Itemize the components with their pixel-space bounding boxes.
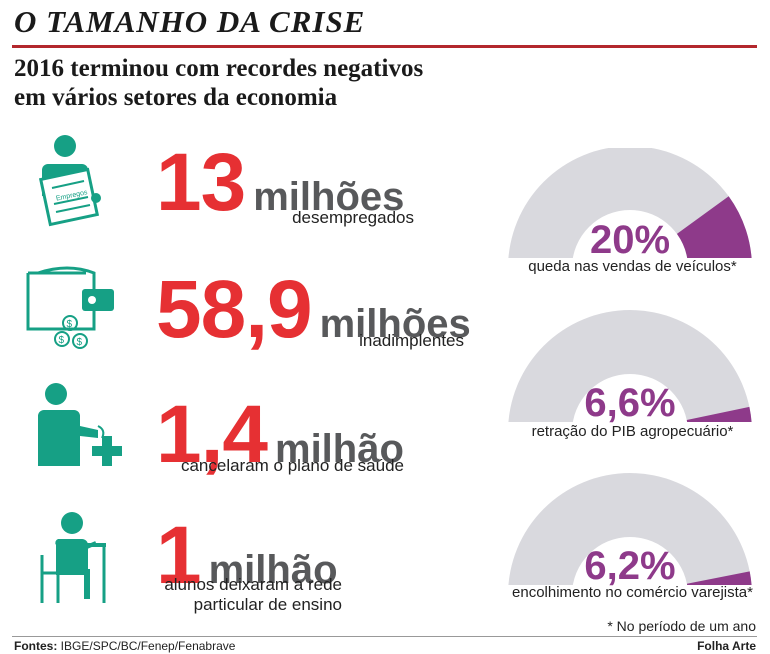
stat-description: inadimplentes: [359, 331, 464, 350]
title-divider: [12, 45, 757, 48]
stat-description-line-1: alunos deixaram a rede: [164, 575, 342, 594]
student-desk-icon: [18, 505, 128, 615]
subtitle: 2016 terminou com recordes negativos em …: [14, 54, 423, 112]
stat-unit: milhões: [319, 302, 471, 346]
gauge-fill: [676, 196, 752, 258]
sources: Fontes: IBGE/SPC/BC/Fenep/Fenabrave: [14, 639, 235, 653]
stat-description-line-2: particular de ensino: [193, 595, 342, 614]
job-search-person-icon: Empregos: [18, 128, 128, 238]
stat-value: 1,4 milhão: [156, 394, 404, 476]
gauge-agro-gdp: 6,6% retração do PIB agropecuário*: [500, 297, 770, 447]
stat-number: 1,4: [156, 389, 268, 480]
gauge-caption: queda nas vendas de veículos*: [528, 258, 737, 275]
stat-unit: milhões: [253, 175, 405, 219]
stat-row-defaulters: $ $ $ 58,9 milhões inadimplentes: [0, 255, 500, 375]
wallet-coins-icon: $ $ $: [18, 255, 128, 365]
gauge-caption: retração do PIB agropecuário*: [531, 423, 734, 440]
sources-label: Fontes:: [14, 639, 58, 653]
gauge-caption: encolhimento no comércio varejista*: [512, 584, 753, 601]
svg-text:$: $: [67, 319, 73, 330]
stat-value: 13 milhões: [156, 142, 404, 224]
stat-value: 1 milhão: [156, 515, 338, 597]
stat-description: alunos deixaram a rede particular de ens…: [164, 575, 342, 615]
gauge-chart: [508, 148, 752, 258]
stat-unit: milhão: [275, 427, 404, 471]
stat-row-health-plan: 1,4 milhão cancelaram o plano de saúde: [0, 380, 500, 500]
stat-number: 13: [156, 137, 246, 228]
svg-text:$: $: [77, 337, 83, 348]
stat-number: 1: [156, 510, 202, 601]
gauge-chart: [508, 310, 752, 422]
person-health-cross-icon: [18, 380, 128, 490]
gauge-track: [508, 473, 752, 585]
gauge-value: 6,2%: [584, 544, 676, 588]
gauge-value: 6,6%: [584, 381, 676, 425]
gauge-retail: 6,2% encolhimento no comércio varejista*: [500, 460, 770, 610]
stat-row-unemployed: Empregos 13 milhões desempregados: [0, 128, 500, 248]
credit: Folha Arte: [697, 639, 756, 653]
gauge-value: 20%: [589, 218, 671, 262]
sources-list: IBGE/SPC/BC/Fenep/Fenabrave: [57, 639, 236, 653]
gauge-track: [508, 310, 752, 422]
stat-value: 58,9 milhões: [156, 269, 471, 351]
stat-number: 58,9: [156, 264, 313, 355]
stat-row-private-school: 1 milhão alunos deixaram a rede particula…: [0, 505, 500, 625]
gauge-fill: [686, 406, 752, 422]
subtitle-line-2: em vários setores da economia: [14, 84, 338, 111]
footer-divider: [12, 636, 757, 637]
stat-description: cancelaram o plano de saúde: [180, 456, 404, 475]
subtitle-line-1: 2016 terminou com recordes negativos: [14, 55, 424, 82]
gauge-fill: [686, 571, 752, 585]
gauge-chart: [508, 473, 752, 585]
stat-description: desempregados: [292, 208, 414, 227]
svg-text:$: $: [59, 335, 65, 346]
stat-unit: milhão: [208, 548, 338, 592]
footnote: * No período de um ano: [607, 618, 756, 634]
gauge-vehicle-sales: 20% queda nas vendas de veículos*: [500, 148, 770, 298]
page-title: O TAMANHO DA CRISE: [14, 4, 366, 39]
